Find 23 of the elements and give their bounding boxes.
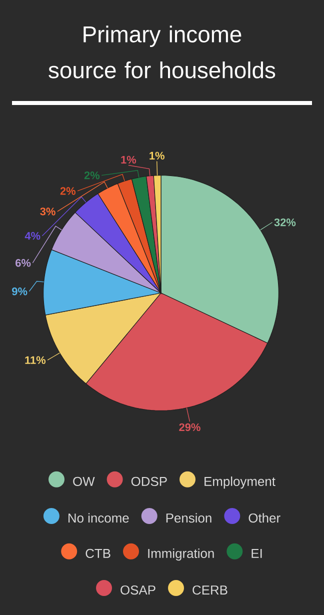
data-label: 2% <box>84 171 100 180</box>
data-label: 2% <box>60 187 76 195</box>
data-label: 3% <box>40 208 56 216</box>
legend-label: Pension <box>166 513 212 523</box>
legend-label: CERB <box>192 585 228 595</box>
legend-label: Employment <box>204 476 276 489</box>
legend-label: ODSP <box>131 476 167 486</box>
legend-label: OSAP <box>120 585 156 595</box>
legend-label: No income <box>68 513 129 523</box>
data-label: 32% <box>274 218 296 226</box>
data-label: 6% <box>16 259 31 267</box>
data-label: 29% <box>179 423 200 432</box>
legend-label: Immigration <box>148 548 214 561</box>
data-label: 4% <box>24 232 40 240</box>
legend-label: Other <box>248 513 280 523</box>
legend-label: CTB <box>86 548 110 558</box>
data-label: 1% <box>121 156 136 164</box>
chart-title: Primary income source for households <box>48 26 276 78</box>
data-label: 9% <box>12 288 28 296</box>
data-label: 1% <box>150 152 164 160</box>
data-label: 11% <box>25 356 46 364</box>
legend-label: OW <box>73 476 95 486</box>
legend-label: EI <box>252 548 262 558</box>
